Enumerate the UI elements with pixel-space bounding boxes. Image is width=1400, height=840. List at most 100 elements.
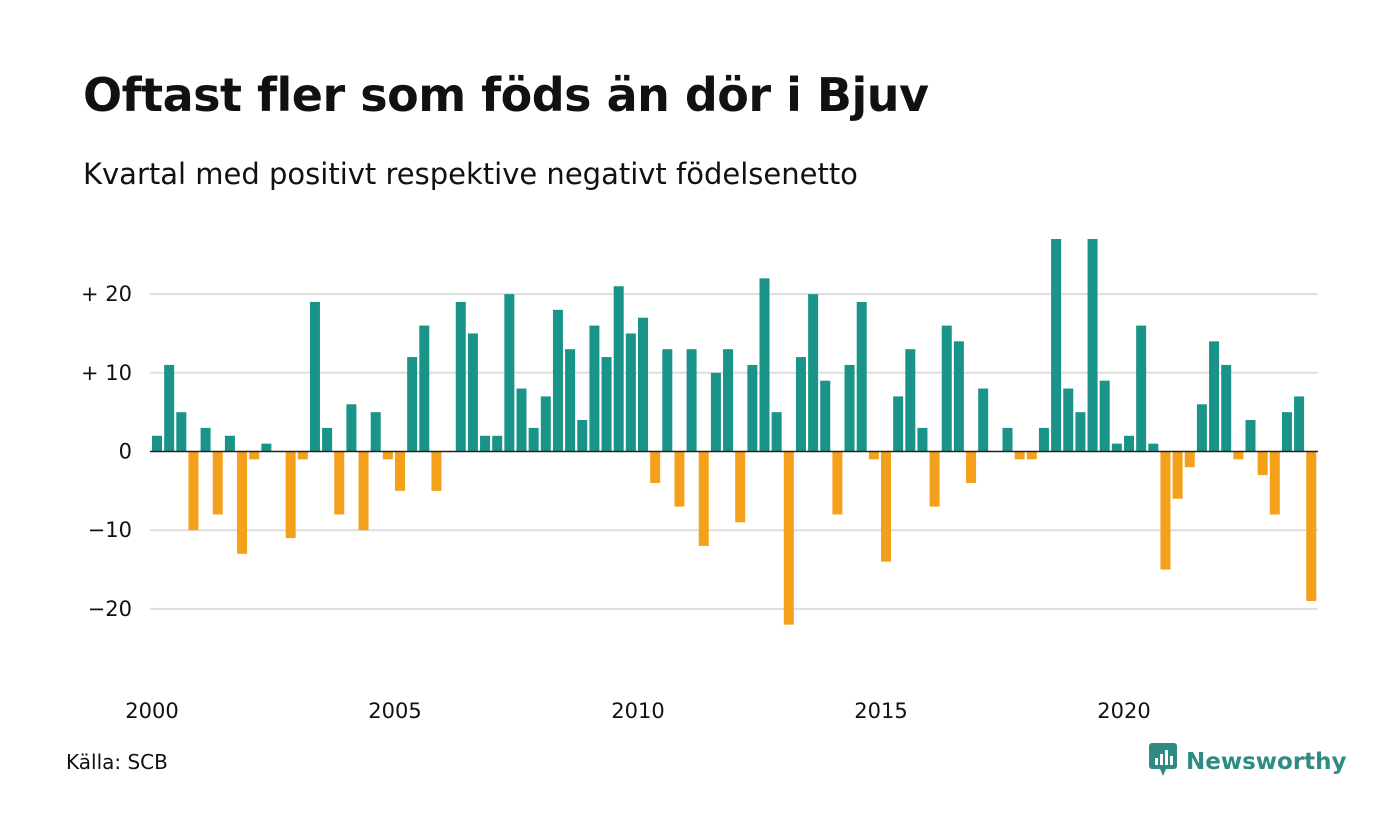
bar [941,325,952,452]
bar [723,349,734,452]
bar [881,451,891,562]
bar [1233,451,1244,460]
x-tick-label: 2000 [125,699,178,723]
bar [1245,420,1256,452]
chart-title: Oftast fler som föds än dör i Bjuv [83,68,929,122]
bar [1269,451,1280,515]
bar [455,301,466,452]
bar [844,364,855,452]
bar [552,309,563,452]
bar [1172,451,1183,499]
bar [382,451,393,460]
bar [200,427,211,452]
bar [1063,388,1074,452]
bar [613,286,624,452]
brand-logo[interactable]: Newsworthy [1148,742,1347,782]
bar [978,388,989,452]
bar [1281,412,1292,452]
bar [395,451,405,491]
y-tick-label: 0 [119,440,132,464]
bar [650,451,661,483]
bar [759,278,770,452]
bar [795,357,806,452]
bar [953,341,964,452]
bar [528,427,539,452]
bar [1221,364,1232,452]
bar [407,357,418,452]
bar [370,412,381,452]
bar [917,427,928,452]
newsworthy-logo-icon [1148,742,1178,782]
bar [1196,404,1207,452]
bar [540,396,551,452]
y-tick-label: + 10 [81,361,132,385]
y-tick-label: −20 [88,597,132,621]
source-note: Källa: SCB [66,750,168,774]
bar [358,451,369,531]
bar [856,301,867,452]
bar [1002,427,1013,452]
bar [346,404,357,452]
bar [309,301,320,452]
bar [868,451,879,460]
x-tick-label: 2015 [854,699,907,723]
bar [698,451,709,546]
axes: + 20 + 10 0 −10 −20 2000 2005 2010 2015 2020 [81,282,1318,723]
bar [492,435,503,452]
bar [285,451,296,539]
bar [322,427,333,452]
chart-subtitle: Kvartal med positivt respektive negativt… [83,157,858,191]
bar [504,294,515,452]
bar [710,372,721,452]
bars [152,239,1317,625]
y-tick-label: −10 [88,518,132,542]
bar [249,451,260,460]
bar [1148,443,1159,452]
bar [638,317,648,452]
bar [747,364,758,452]
bar [1087,239,1098,452]
bar [966,451,977,483]
bar [152,435,162,452]
bar [237,451,248,554]
bar [1124,435,1134,452]
bar [1136,325,1147,452]
bar [1306,451,1317,602]
bar [1111,443,1122,452]
bar [261,443,272,452]
bar [480,435,491,452]
grid-lines [150,293,1318,610]
bar [601,357,612,452]
bar [164,364,175,452]
bar [662,349,673,452]
x-tick-label: 2010 [611,699,664,723]
bar [419,325,430,452]
bar [1026,451,1037,460]
bar [297,451,308,460]
bar [565,349,576,452]
bar [1257,451,1268,476]
x-tick-label: 2020 [1097,699,1150,723]
bar [1294,396,1305,452]
bar [771,412,782,452]
brand-name: Newsworthy [1186,749,1347,775]
bar [832,451,843,515]
bar [1160,451,1171,570]
bar [467,333,478,452]
bar [735,451,746,523]
bar [188,451,199,531]
bar [625,333,636,452]
bar [224,435,235,452]
bar [1099,380,1110,452]
bar [893,396,904,452]
bar [929,451,940,507]
bar [1209,341,1220,452]
bar [516,388,527,452]
bar [1075,412,1086,452]
bar [905,349,916,452]
bar [176,412,187,452]
bar [1038,427,1049,452]
bar [1051,239,1062,452]
bar [431,451,442,491]
